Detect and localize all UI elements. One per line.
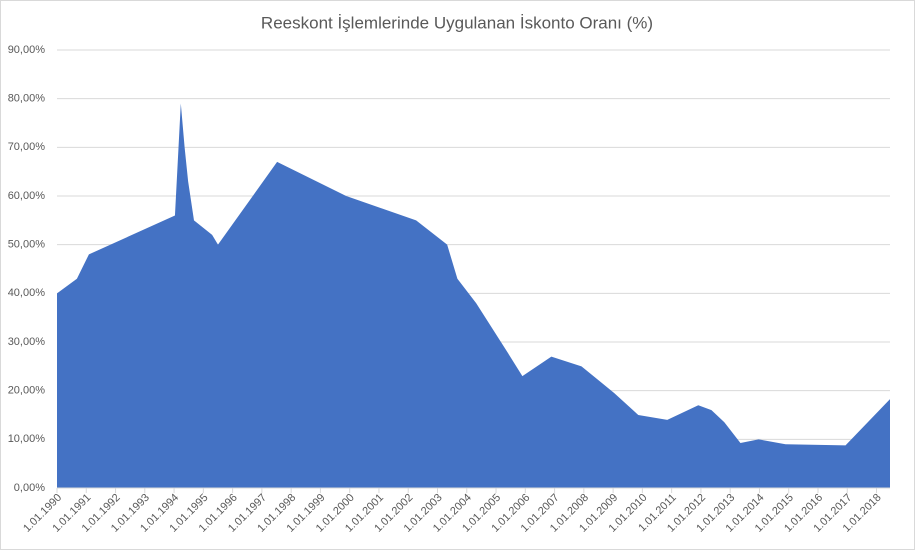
y-tick-label: 30,00% [8,336,46,348]
y-tick-label: 20,00% [8,385,46,397]
y-tick-label: 70,00% [8,141,46,153]
y-tick-label: 80,00% [8,93,46,105]
y-tick-label: 40,00% [8,287,46,299]
y-tick-label: 60,00% [8,190,46,202]
y-tick-label: 0,00% [14,482,45,494]
area [57,103,890,489]
y-tick-label: 90,00% [8,44,46,56]
y-tick-label: 10,00% [8,433,46,445]
y-tick-label: 50,00% [8,239,46,251]
chart-title: Reeskont İşlemlerinde Uygulanan İskonto … [261,13,653,32]
